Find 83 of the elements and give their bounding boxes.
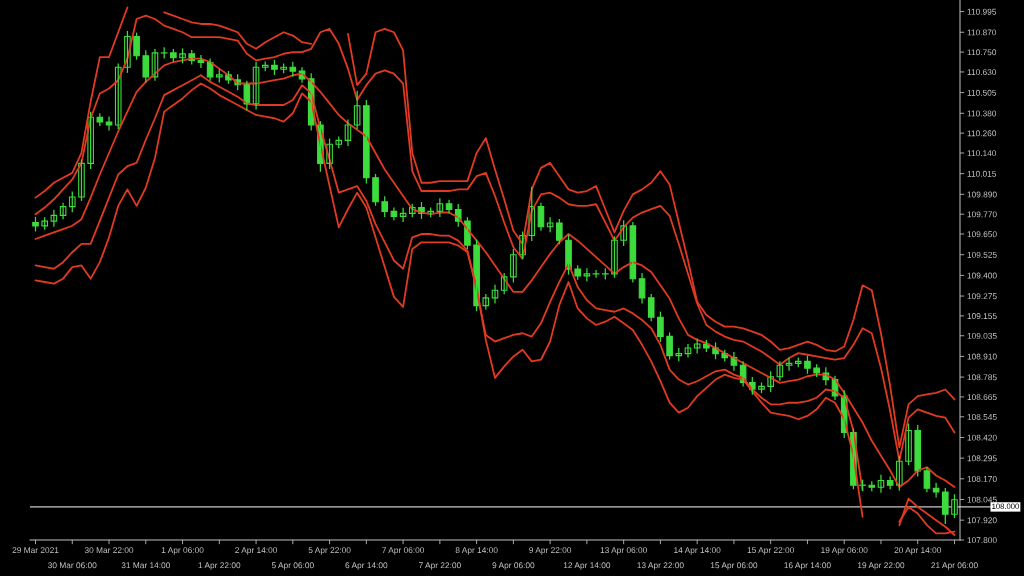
y-tick-label: 107.800	[967, 537, 997, 544]
y-tick-label: 108.420	[967, 434, 997, 441]
y-tick-label: 108.665	[967, 394, 997, 401]
candlestick	[794, 357, 802, 368]
x-tick-label: 5 Apr 22:00	[308, 547, 351, 555]
y-tick-label: 110.505	[967, 89, 997, 96]
x-tick-label: 15 Apr 22:00	[747, 547, 794, 555]
candlestick	[758, 382, 765, 394]
x-tick-label: 5 Apr 06:00	[271, 562, 314, 570]
candlestick	[133, 32, 140, 60]
y-tick-label: 110.140	[967, 150, 997, 157]
y-tick-label: 107.920	[967, 517, 997, 524]
x-tick-label: 15 Apr 06:00	[710, 562, 758, 570]
y-tick-label: 110.015	[967, 170, 997, 177]
x-tick-label: 9 Apr 06:00	[492, 562, 535, 570]
y-tick-label: 109.890	[967, 191, 997, 198]
y-tick-label: 109.650	[967, 231, 997, 238]
x-tick-label: 21 Apr 06:00	[931, 562, 978, 570]
y-tick-label: 108.045	[967, 496, 997, 503]
y-tick-label: 110.870	[967, 29, 997, 36]
candlestick	[703, 340, 710, 352]
y-tick-label: 109.155	[967, 313, 997, 319]
x-tick-label: 14 Apr 14:00	[674, 547, 721, 555]
candlestick	[868, 481, 876, 492]
candlestick	[372, 173, 379, 206]
y-tick-label: 109.770	[967, 211, 997, 218]
x-tick-label: 19 Apr 22:00	[857, 562, 905, 570]
candlestick	[657, 311, 664, 342]
x-tick-label: 30 Mar 22:00	[84, 547, 134, 554]
candlestick	[592, 269, 600, 278]
candlestick	[914, 424, 922, 477]
x-tick-label: 9 Apr 22:00	[529, 547, 572, 555]
y-tick-label: 108.545	[967, 413, 997, 420]
candlestick	[951, 494, 958, 519]
x-tick-label: 20 Apr 14:00	[894, 547, 942, 555]
candlestick	[142, 50, 150, 83]
candlestick	[96, 113, 104, 126]
candlestick	[647, 293, 655, 322]
x-tick-label: 13 Apr 22:00	[637, 562, 684, 570]
candlestick	[41, 217, 49, 230]
x-tick-label: 7 Apr 06:00	[382, 547, 425, 555]
x-tick-label: 1 Apr 22:00	[198, 562, 241, 570]
candlestick	[601, 268, 609, 280]
y-tick-label: 108.910	[967, 353, 997, 360]
x-tick-label: 8 Apr 14:00	[455, 547, 498, 555]
x-tick-label: 6 Apr 14:00	[345, 562, 388, 570]
y-tick-label: 110.750	[967, 49, 997, 56]
candlestick	[261, 61, 269, 72]
y-tick-label: 108.170	[967, 476, 997, 482]
candlestick	[160, 47, 168, 59]
candlestick	[693, 338, 701, 354]
y-tick-label: 110.995	[967, 8, 997, 15]
candlestick	[666, 332, 673, 360]
y-tick-label: 109.275	[967, 293, 997, 300]
y-tick-label: 108.295	[967, 455, 997, 462]
candlestick	[170, 48, 177, 62]
y-tick-label: 109.525	[967, 251, 997, 258]
x-tick-label: 31 Mar 14:00	[121, 562, 171, 569]
y-tick-label: 110.380	[967, 110, 997, 117]
y-tick-label: 110.630	[967, 69, 997, 76]
candlestick	[215, 69, 223, 83]
x-tick-label: 29 Mar 2021	[12, 547, 59, 554]
x-tick-label: 30 Mar 06:00	[48, 562, 97, 569]
y-tick-label: 109.400	[967, 272, 997, 279]
x-tick-label: 1 Apr 06:00	[161, 547, 204, 555]
x-tick-label: 19 Apr 06:00	[821, 547, 868, 555]
x-tick-label: 2 Apr 14:00	[235, 547, 278, 555]
candlestick	[280, 63, 287, 74]
y-tick-label: 109.035	[967, 332, 997, 339]
y-tick-label: 110.260	[967, 130, 997, 137]
candlestick	[381, 196, 389, 217]
x-tick-label: 7 Apr 22:00	[418, 562, 461, 570]
candlestick	[583, 268, 591, 282]
candlestick	[941, 488, 949, 525]
y-tick-label: 108.785	[967, 374, 997, 381]
candlestick	[353, 90, 361, 129]
x-tick-label: 13 Apr 06:00	[600, 547, 647, 555]
x-tick-label: 16 Apr 14:00	[784, 562, 831, 570]
candlestick	[510, 249, 517, 283]
candlestick	[68, 191, 76, 213]
candlestick	[335, 136, 343, 149]
x-tick-label: 12 Apr 14:00	[563, 562, 611, 570]
candlestick	[813, 364, 820, 377]
